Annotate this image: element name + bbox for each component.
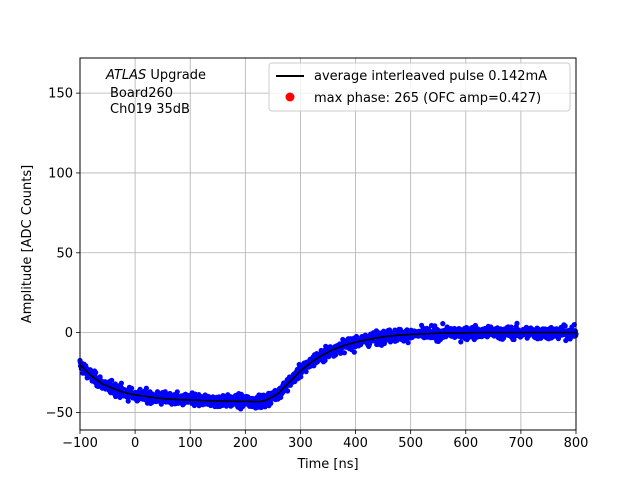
scatter-point: [322, 357, 328, 363]
scatter-point: [174, 389, 180, 395]
x-axis: −100 0 100 200 300 400 500 600 700 800: [62, 430, 588, 451]
x-tick-label: 700: [508, 436, 533, 451]
average-pulse-line: [79, 331, 576, 403]
x-tick-label: 300: [288, 436, 313, 451]
legend-label-average-pulse: average interleaved pulse 0.142mA: [314, 69, 547, 84]
scatter-point: [268, 400, 274, 406]
y-tick-label: 100: [48, 166, 73, 181]
scatter-point: [143, 385, 149, 391]
scatter-point: [341, 350, 347, 356]
scatter-point: [303, 369, 309, 375]
x-tick-label: 200: [233, 436, 258, 451]
x-tick-label: 0: [131, 436, 139, 451]
scatter-point: [458, 339, 464, 345]
x-axis-label: Time [ns]: [296, 457, 358, 472]
scatter-point: [298, 374, 304, 380]
scatter-point: [333, 352, 339, 358]
x-tick-label: 600: [453, 436, 478, 451]
upgrade-label: Upgrade: [146, 68, 206, 83]
atlas-label: ATLAS: [105, 68, 146, 83]
scatter-point: [562, 323, 568, 329]
legend-label-max-phase: max phase: 265 (OFC amp=0.427): [314, 91, 541, 106]
x-tick-label: −100: [62, 436, 98, 451]
scatter-point: [93, 370, 99, 376]
scatter-point: [405, 340, 411, 346]
legend: average interleaved pulse 0.142mA max ph…: [268, 62, 571, 112]
scatter-point: [285, 388, 291, 394]
annotation-line-2: Board260: [110, 86, 173, 101]
scatter-point: [97, 374, 103, 380]
scatter-point: [514, 320, 520, 326]
scatter-point: [351, 349, 357, 355]
average-pulse-series: [79, 331, 576, 403]
y-axis-label: Amplitude [ADC Counts]: [20, 165, 35, 323]
x-tick-label: 800: [564, 436, 589, 451]
legend-marker-swatch: [285, 92, 295, 102]
legend-box: [268, 62, 571, 112]
y-axis: −50 0 50 100 150: [46, 87, 80, 421]
annotation-line-1: ATLAS Upgrade: [105, 68, 206, 83]
annotation-line-3: Ch019 35dB: [110, 102, 190, 117]
scatter-point: [278, 394, 284, 400]
scatter-point: [129, 385, 135, 391]
scatter-point: [125, 398, 131, 404]
x-tick-label: 100: [178, 436, 203, 451]
y-tick-label: 150: [48, 87, 73, 102]
x-tick-label: 500: [398, 436, 423, 451]
scatter-point: [440, 321, 446, 327]
y-tick-label: 0: [65, 326, 73, 341]
y-tick-label: −50: [46, 406, 73, 421]
atlas-annotation: ATLAS Upgrade Board260 Ch019 35dB: [105, 68, 206, 117]
y-tick-label: 50: [56, 246, 73, 261]
scatter-point: [118, 380, 124, 386]
scatter-point: [109, 377, 115, 383]
plot-frame: [79, 57, 577, 431]
x-tick-label: 400: [343, 436, 368, 451]
